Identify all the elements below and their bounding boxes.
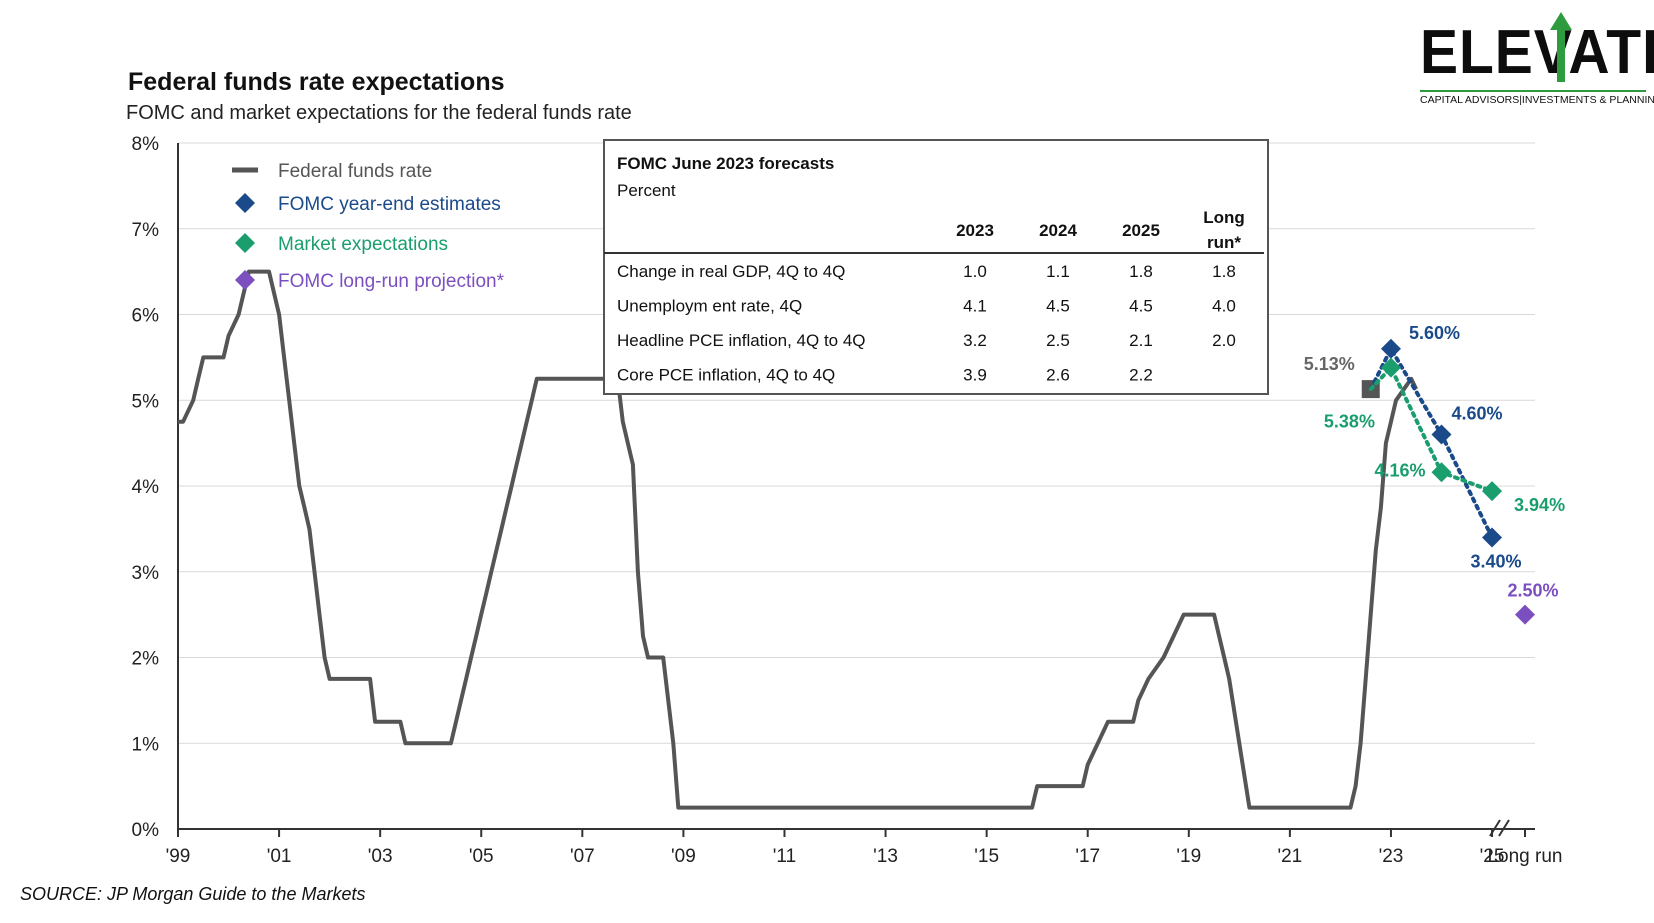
table-cell: 3.9 bbox=[963, 366, 987, 385]
x-tick-label: '07 bbox=[570, 846, 595, 867]
logo-divider bbox=[1420, 90, 1646, 92]
fomc-estimate-label: 5.60% bbox=[1409, 323, 1460, 343]
market-expectation-label: 4.16% bbox=[1374, 460, 1425, 480]
x-tick-label: '09 bbox=[671, 846, 696, 867]
y-tick-label: 2% bbox=[132, 649, 160, 670]
fomc-estimate-label: 4.60% bbox=[1452, 404, 1503, 424]
fomc-estimate-point bbox=[1482, 527, 1503, 548]
x-axis: '99 '01 '03 '05 '07 '09 '11 '13 '15 '17 '19 '21 '23 '… bbox=[166, 819, 1563, 867]
market-expectation-label: 3.94% bbox=[1514, 495, 1565, 515]
y-tick-label: 5% bbox=[132, 391, 160, 412]
fomc-estimate-point bbox=[1431, 424, 1452, 445]
y-axis: 0% 1% 2% 3% 4% 5% 6% 7% 8% bbox=[132, 134, 179, 841]
projection-series: 5.60% 4.60% 3.40% 5.38% 4.16% 3.94% 2.50% bbox=[1324, 323, 1565, 625]
table-cell: 1.8 bbox=[1212, 262, 1236, 281]
table-cell: 4.1 bbox=[963, 297, 987, 316]
x-tick-label: '13 bbox=[873, 846, 898, 867]
x-tick-label: '03 bbox=[368, 846, 393, 867]
legend-diamond-icon bbox=[235, 270, 255, 290]
x-tick-label: '19 bbox=[1176, 846, 1201, 867]
x-tick-label: '21 bbox=[1277, 846, 1302, 867]
logo-tagline: CAPITAL ADVISORS|INVESTMENTS & PLANNING bbox=[1420, 94, 1654, 106]
table-column-header: Long bbox=[1203, 208, 1245, 227]
x-tick-label: '01 bbox=[267, 846, 292, 867]
table-cell: 1.0 bbox=[963, 262, 987, 281]
table-cell: 2.5 bbox=[1046, 331, 1070, 350]
table-row-label: Core PCE inflation, 4Q to 4Q bbox=[617, 366, 835, 385]
table-cell: 4.5 bbox=[1046, 297, 1070, 316]
market-expectation-point bbox=[1431, 462, 1452, 483]
x-tick-label: '11 bbox=[773, 846, 796, 867]
table-column-header: run* bbox=[1207, 233, 1241, 252]
fomc-estimate-label: 3.40% bbox=[1471, 551, 1522, 571]
table-row-label: Unemploym ent rate, 4Q bbox=[617, 297, 802, 316]
table-box bbox=[603, 139, 1269, 395]
x-tick-label: '15 bbox=[974, 846, 999, 867]
y-tick-label: 3% bbox=[132, 563, 160, 584]
y-tick-label: 7% bbox=[132, 220, 160, 241]
table-column-header: 2025 bbox=[1122, 221, 1160, 240]
legend-label: FOMC year-end estimates bbox=[278, 194, 501, 215]
legend-label: Federal funds rate bbox=[278, 161, 432, 182]
long-run-point bbox=[1515, 604, 1535, 625]
x-tick-label: '23 bbox=[1379, 846, 1404, 867]
fed-funds-line bbox=[178, 269, 1418, 810]
y-tick-label: 0% bbox=[132, 820, 160, 841]
table-subtitle: Percent bbox=[617, 181, 676, 200]
y-tick-label: 6% bbox=[132, 306, 160, 327]
table-column-header: 2024 bbox=[1039, 221, 1077, 240]
axis-break-mark bbox=[1498, 819, 1510, 837]
y-tick-label: 1% bbox=[132, 734, 160, 755]
table-cell: 4.5 bbox=[1129, 297, 1153, 316]
table-cell: 2.1 bbox=[1129, 331, 1153, 350]
table-cell: 2.0 bbox=[1212, 331, 1236, 350]
table-cell: 2.2 bbox=[1129, 366, 1153, 385]
market-expectation-point bbox=[1482, 481, 1503, 502]
x-tick-label: '05 bbox=[469, 846, 494, 867]
table-cell: 3.2 bbox=[963, 331, 987, 350]
table-row-label: Change in real GDP, 4Q to 4Q bbox=[617, 262, 845, 281]
y-tick-label: 4% bbox=[132, 477, 160, 498]
legend-label: FOMC long-run projection* bbox=[278, 271, 505, 292]
x-tick-label: Long run bbox=[1487, 846, 1562, 867]
chart-title: Federal funds rate expectations bbox=[128, 68, 505, 96]
axis-break-mark bbox=[1489, 819, 1501, 837]
market-projection-path bbox=[1368, 364, 1495, 494]
table-cell: 4.0 bbox=[1212, 297, 1236, 316]
table-cell: 1.1 bbox=[1046, 262, 1070, 281]
long-run-label: 2.50% bbox=[1507, 581, 1558, 601]
table-column-header: 2023 bbox=[956, 221, 994, 240]
logo-wordmark: ELEVATE bbox=[1420, 18, 1654, 87]
x-tick-label: '25 bbox=[1480, 846, 1505, 867]
elevate-logo: ELEVATE CAPITAL ADVISORS|INVESTMENTS & P… bbox=[1420, 12, 1654, 108]
market-expectation-label: 5.38% bbox=[1324, 412, 1375, 432]
chart-subtitle: FOMC and market expectations for the fed… bbox=[126, 102, 632, 124]
market-expectation-point bbox=[1380, 357, 1401, 378]
y-tick-label: 8% bbox=[132, 134, 160, 155]
fomc-estimate-point bbox=[1380, 338, 1401, 359]
source-note: SOURCE: JP Morgan Guide to the Markets bbox=[20, 884, 366, 904]
x-tick-label: '99 bbox=[166, 846, 191, 867]
current-rate-label: 5.13% bbox=[1304, 354, 1355, 374]
logo-arrow-icon bbox=[1550, 12, 1572, 82]
table-row-label: Headline PCE inflation, 4Q to 4Q bbox=[617, 331, 866, 350]
forecast-table: FOMC June 2023 forecasts Percent 2023 2024 2… bbox=[603, 139, 1269, 395]
legend: Federal funds rate FOMC year-end estimate… bbox=[232, 161, 505, 292]
fomc-projection-path bbox=[1368, 344, 1495, 540]
table-cell: 2.6 bbox=[1046, 366, 1070, 385]
table-cell: 1.8 bbox=[1129, 262, 1153, 281]
legend-diamond-icon bbox=[235, 193, 255, 213]
legend-label: Market expectations bbox=[278, 234, 448, 255]
table-title: FOMC June 2023 forecasts bbox=[617, 154, 834, 173]
legend-diamond-icon bbox=[235, 233, 255, 253]
x-tick-label: '17 bbox=[1075, 846, 1100, 867]
